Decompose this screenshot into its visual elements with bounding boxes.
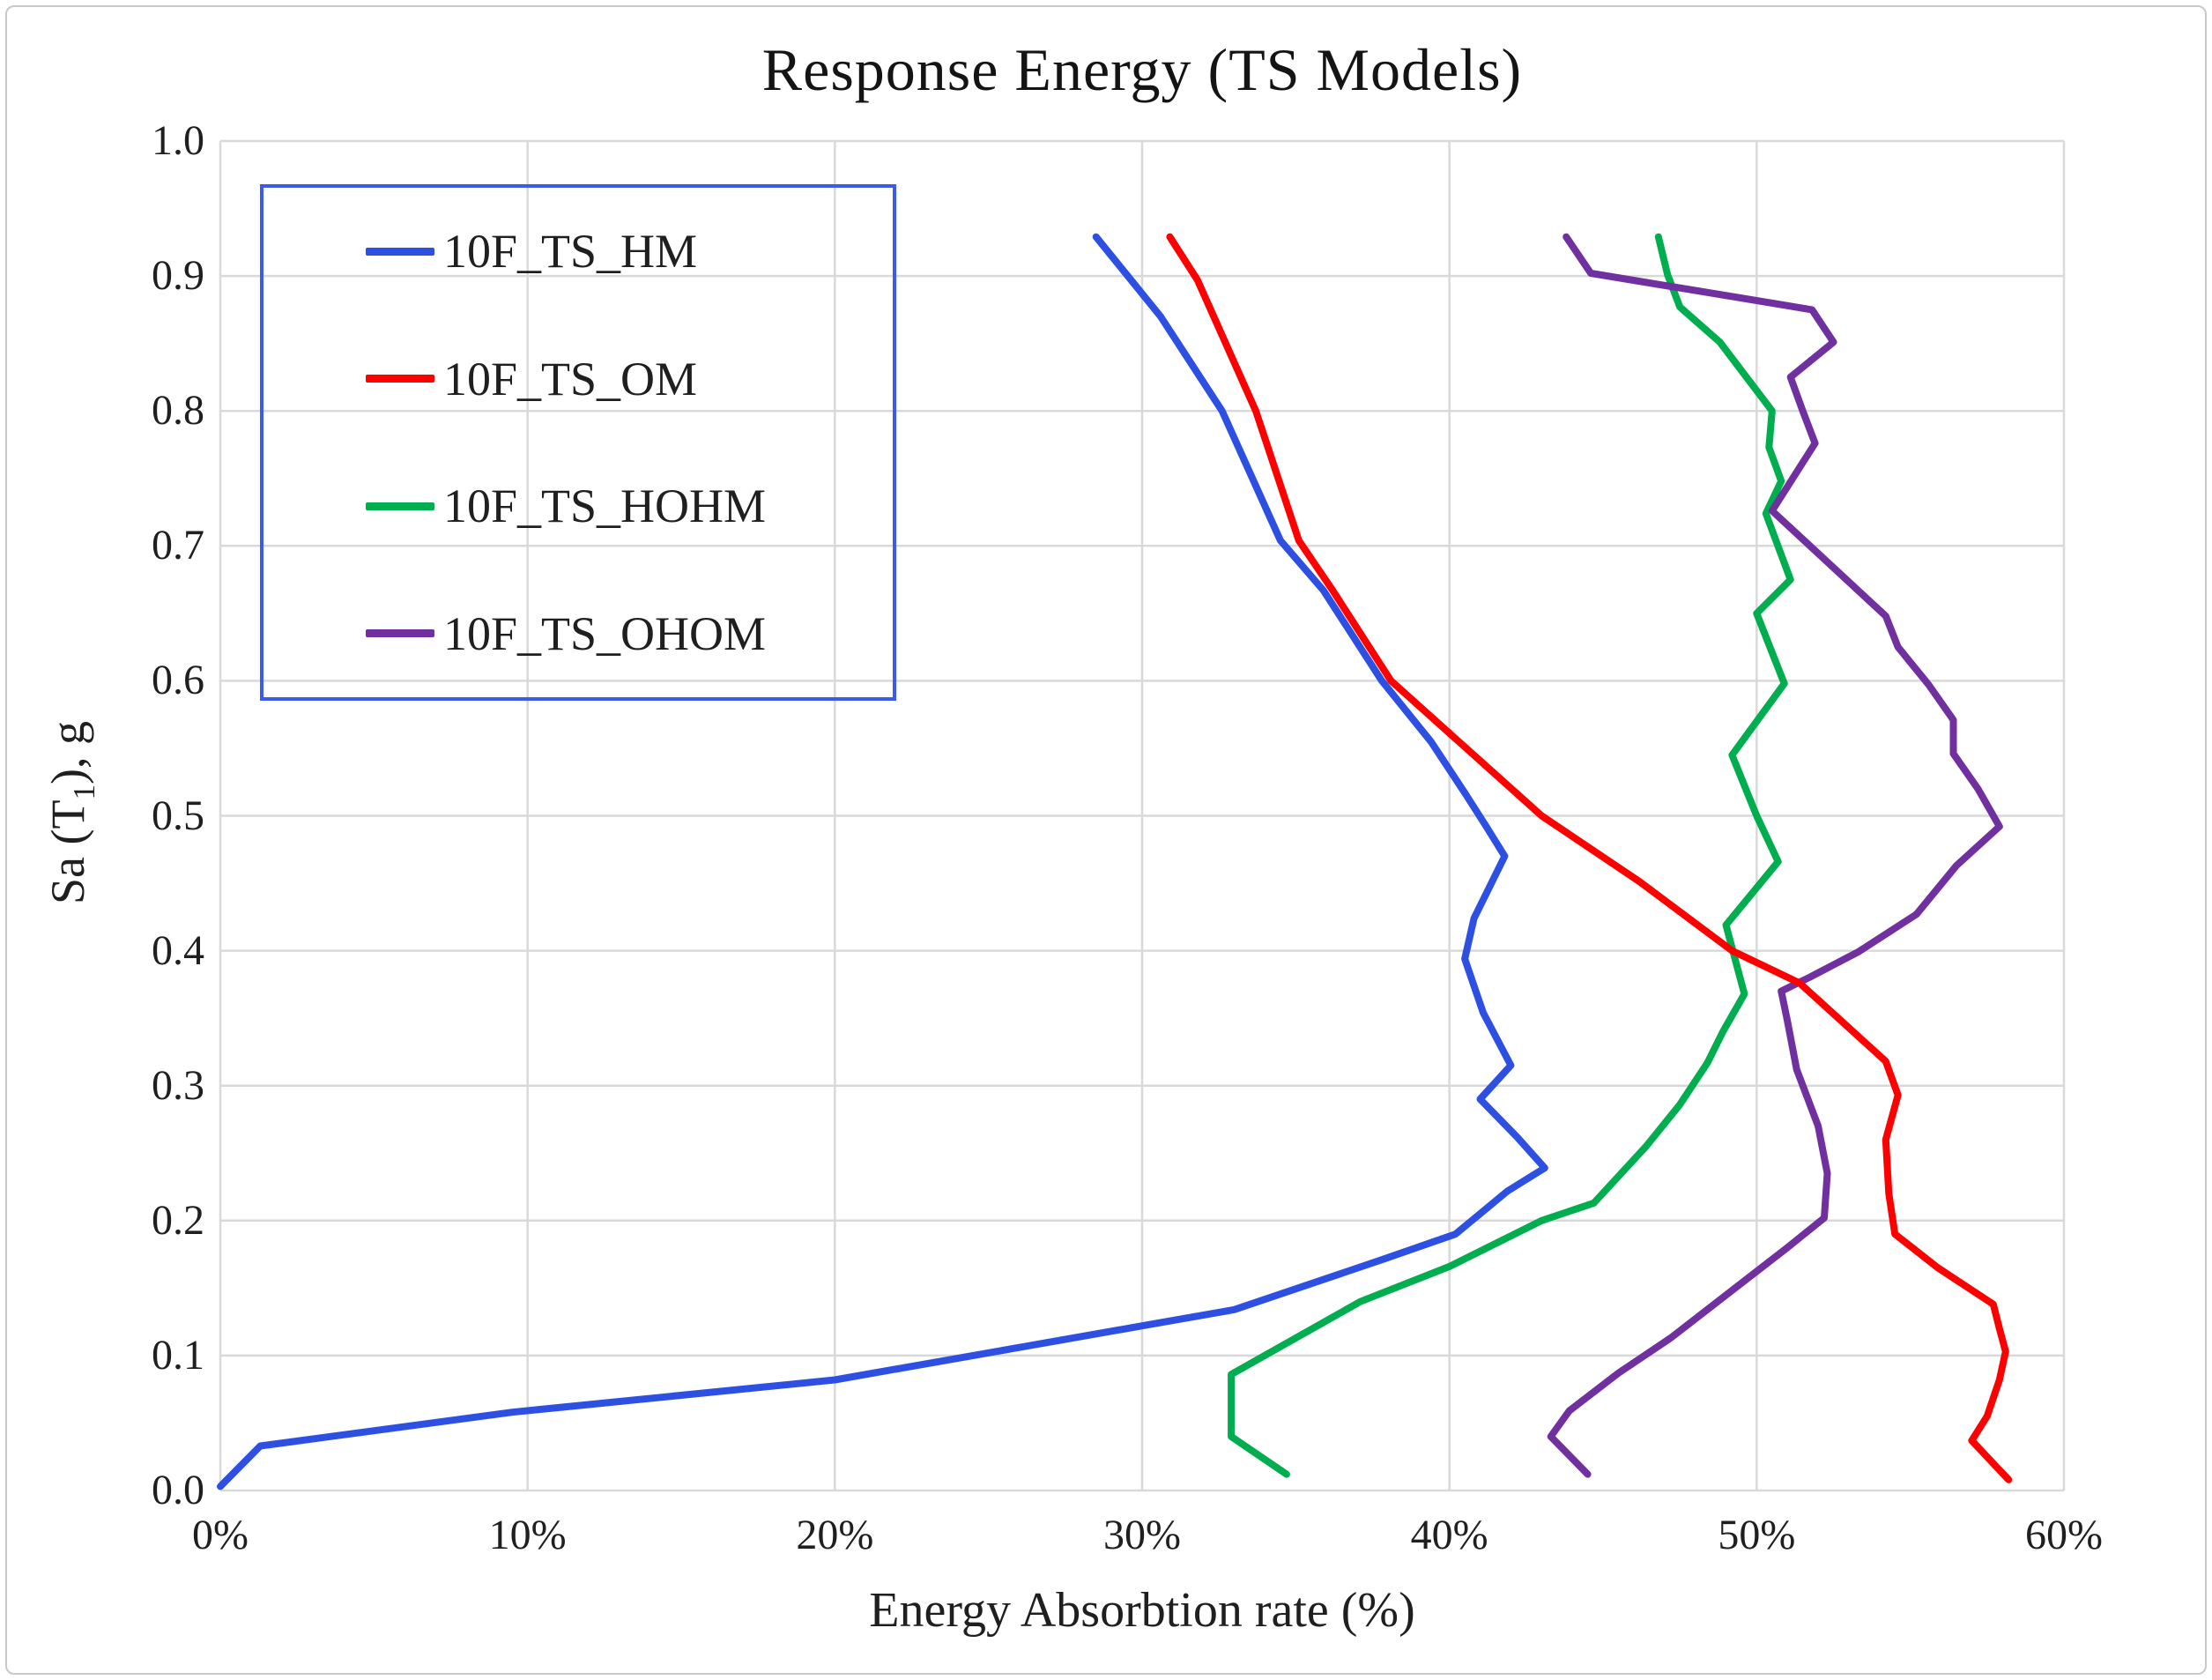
legend-item-label: 10F_TS_OHOM — [443, 606, 767, 660]
legend-item: 10F_TS_OHOM — [264, 606, 893, 661]
x-tick-label: 20% — [796, 1512, 874, 1558]
legend-item: 10F_TS_OM — [264, 352, 893, 406]
legend-item: 10F_TS_HM — [264, 224, 893, 279]
y-axis-title-suffix: ), g — [41, 721, 94, 784]
y-tick-label: 0.4 — [152, 926, 204, 974]
y-tick-label: 0.0 — [152, 1467, 204, 1513]
y-tick-label: 0.8 — [152, 387, 204, 435]
y-axis-title-subscript: 1 — [66, 784, 101, 800]
legend-item-label: 10F_TS_HOHM — [443, 479, 767, 533]
legend-swatch-line — [366, 629, 434, 638]
legend-swatch-line — [366, 247, 434, 256]
series-line-10F_TS_HOHM — [1228, 233, 1794, 1478]
y-axis-title-text: Sa (T — [41, 799, 94, 904]
legend-item-label: 10F_TS_OM — [443, 352, 698, 405]
y-tick-label: 0.9 — [152, 252, 204, 300]
y-tick-label: 0.3 — [152, 1061, 204, 1109]
series-line-10F_TS_OM — [1166, 233, 2013, 1483]
x-axis-title: Energy Absorbtion rate (%) — [869, 1583, 1415, 1638]
x-tick-label: 30% — [1103, 1512, 1181, 1558]
legend: 10F_TS_HM 10F_TS_OM 10F_TS_HOHM 10F_TS_O… — [260, 184, 896, 701]
x-tick-label: 40% — [1410, 1512, 1488, 1558]
y-tick-label: 0.5 — [152, 792, 204, 839]
y-tick-label: 0.1 — [152, 1331, 204, 1379]
x-tick-label: 50% — [1718, 1512, 1796, 1558]
chart-title: Response Energy (TS Models) — [761, 36, 1523, 103]
legend-item: 10F_TS_HOHM — [264, 479, 893, 533]
legend-item-label: 10F_TS_HM — [443, 225, 698, 279]
x-tick-label: 0% — [192, 1512, 249, 1558]
y-tick-label: 0.6 — [152, 657, 204, 704]
legend-swatch-line — [366, 502, 434, 510]
series-line-10F_TS_OHOM — [1547, 233, 2003, 1478]
x-tick-label: 60% — [2025, 1512, 2103, 1558]
y-tick-label: 0.7 — [152, 522, 204, 569]
y-axis-title: Sa (T1), g — [35, 619, 101, 1007]
y-tick-label: 1.0 — [152, 117, 204, 164]
series-line-10F_TS_HM — [217, 233, 1548, 1490]
y-tick-label: 0.2 — [152, 1196, 204, 1244]
legend-swatch-line — [366, 375, 434, 383]
x-tick-label: 10% — [488, 1512, 567, 1558]
